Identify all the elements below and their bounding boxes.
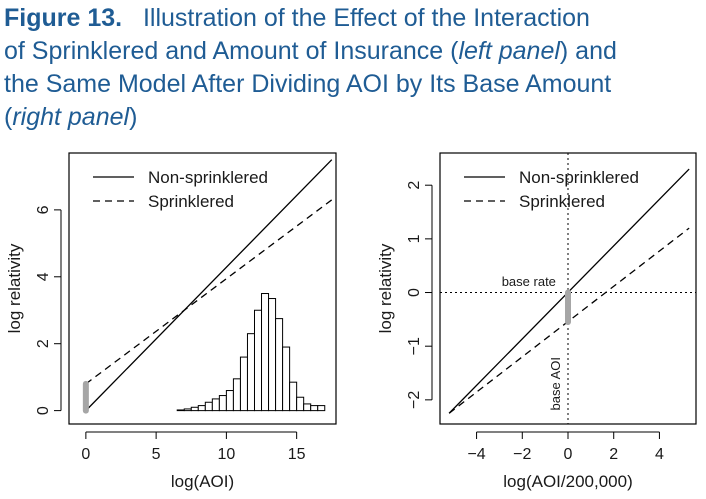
y-axis-label: log relativity <box>5 243 24 333</box>
histogram-bar <box>317 405 326 412</box>
right-panel: −4 −2 0 2 4 −2 −1 0 1 2 log(AOI/200,000) log relati… <box>376 152 697 491</box>
histogram-bar <box>197 405 206 412</box>
histogram-bar <box>310 405 319 412</box>
sprinklered-line <box>448 227 690 414</box>
caption-line-4: (right panel) <box>4 101 702 134</box>
histogram-bar <box>232 378 241 412</box>
histogram-bar <box>296 396 305 412</box>
histogram-bar <box>225 390 234 412</box>
histogram-bar <box>261 293 270 412</box>
caption-text: ) <box>129 103 138 131</box>
plot-frame <box>68 152 337 425</box>
y-axis-label: log relativity <box>376 243 395 333</box>
caption-text: ) and <box>559 37 617 65</box>
x-tick-label: 10 <box>217 446 235 463</box>
y-tick-label: −1 <box>406 337 423 355</box>
y-tick-label: 2 <box>406 181 423 190</box>
annotation-label: base rate <box>502 274 556 289</box>
y-tick-label: 0 <box>406 288 423 297</box>
caption-text: Illustration of the Effect of the Intera… <box>142 4 590 32</box>
x-axis-label: log(AOI) <box>171 472 234 491</box>
caption-text: of Sprinklered and Amount of Insurance ( <box>4 37 459 65</box>
histogram-bar <box>275 318 284 412</box>
figure-label: Figure 13. <box>4 4 123 32</box>
x-tick-label: 4 <box>655 446 664 463</box>
y-tick-label: 0 <box>35 406 52 415</box>
y-tick-label: 1 <box>406 234 423 243</box>
legend-label: Non-sprinklered <box>148 168 268 187</box>
histogram-bar <box>204 401 213 412</box>
x-tick-label: 15 <box>288 446 306 463</box>
annotation-label: base AOI <box>548 357 563 410</box>
y-tick-label: −2 <box>406 391 423 409</box>
histogram-bar <box>253 309 263 412</box>
histogram-bar <box>289 381 298 412</box>
caption-text: the Same Model After Dividing AOI by Its… <box>4 70 612 98</box>
caption-line-3: the Same Model After Dividing AOI by Its… <box>4 68 702 101</box>
x-tick-label: −2 <box>513 446 531 463</box>
caption-line-1: Figure 13. Illustration of the Effect of… <box>4 2 702 35</box>
histogram-bar <box>282 346 291 412</box>
x-axis-label: log(AOI/200,000) <box>503 472 632 491</box>
left-panel: 0 5 10 15 0 2 4 6 log(AOI) log relativity Non-spri… <box>5 152 337 491</box>
sprinklered-line <box>85 199 333 385</box>
histogram-bar <box>211 398 220 412</box>
caption-text: ( <box>4 103 13 131</box>
histogram-bar <box>218 395 227 412</box>
x-tick-label: 2 <box>609 446 618 463</box>
y-tick-label: 2 <box>35 339 52 348</box>
figure-caption: Figure 13. Illustration of the Effect of… <box>4 2 702 134</box>
y-tick-label: 4 <box>35 272 52 281</box>
histogram-bar <box>246 333 255 412</box>
caption-line-2: of Sprinklered and Amount of Insurance (… <box>4 35 702 68</box>
legend-label: Non-sprinklered <box>519 168 639 187</box>
histogram-bar <box>239 356 248 412</box>
y-tick-label: 6 <box>35 205 52 214</box>
histogram-bar <box>268 298 277 412</box>
legend-label: Sprinklered <box>519 192 605 211</box>
caption-text-italic: right panel <box>12 103 130 131</box>
non-sprinklered-line <box>85 159 333 412</box>
histogram-bar <box>183 408 192 412</box>
x-tick-label: 0 <box>564 446 573 463</box>
histogram-bar <box>190 406 199 412</box>
caption-text-italic: left panel <box>458 37 560 65</box>
x-tick-label: 0 <box>81 446 90 463</box>
legend-label: Sprinklered <box>148 192 234 211</box>
x-tick-label: −4 <box>467 446 485 463</box>
x-tick-label: 5 <box>152 446 161 463</box>
histogram-bar <box>303 403 312 412</box>
histogram-bar <box>176 409 185 412</box>
